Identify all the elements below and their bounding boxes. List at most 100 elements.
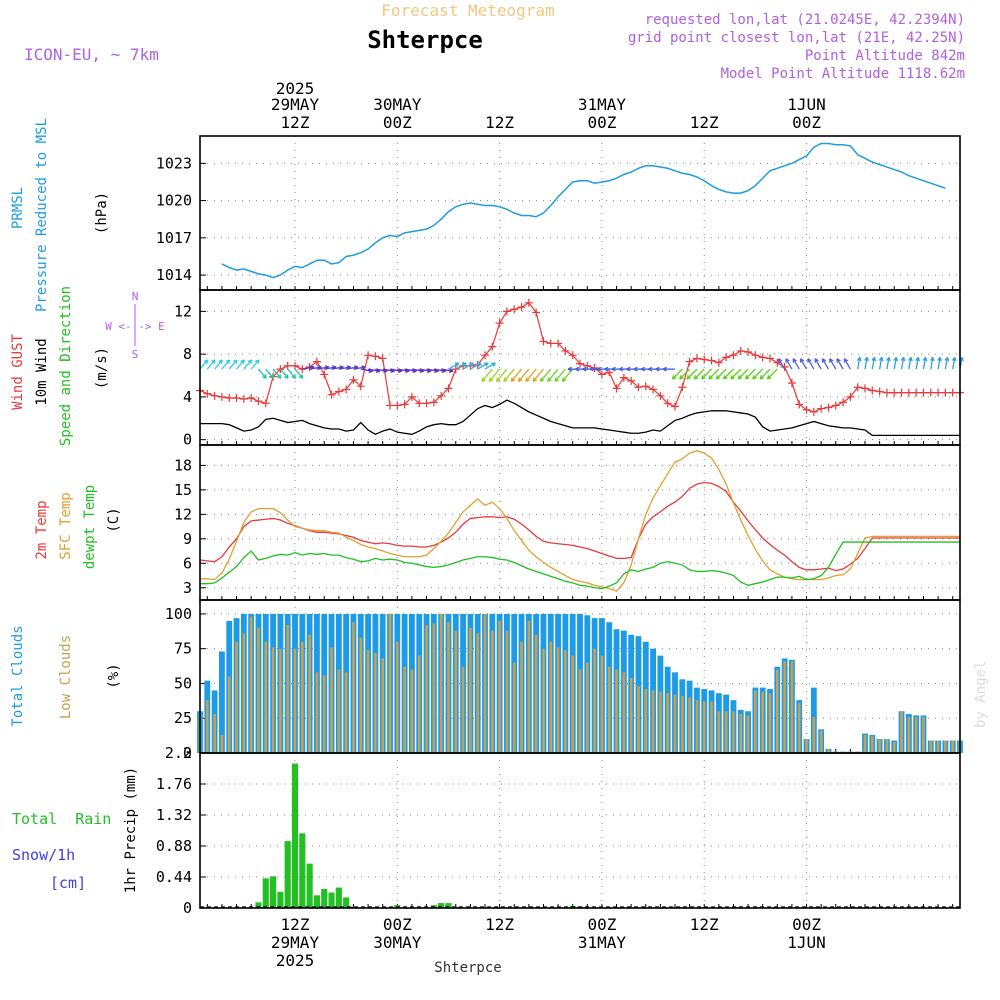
location-title: Shterpce	[367, 26, 483, 54]
gust-marker	[831, 401, 840, 410]
wind-arrow	[547, 368, 559, 382]
wind-arrow-head	[284, 374, 289, 379]
low-cloud-bar	[710, 701, 713, 753]
low-cloud-bar	[439, 613, 443, 753]
wind-arrow-head	[561, 377, 567, 382]
wind-arrow	[331, 366, 344, 370]
bottom-label-hour: 00Z	[587, 915, 616, 934]
gust-marker	[853, 383, 862, 392]
low-cloud-bar	[878, 739, 881, 753]
sfc-temp-line	[200, 450, 960, 592]
gust-marker	[897, 388, 906, 397]
gust-marker	[678, 383, 687, 392]
gust-marker	[919, 388, 928, 397]
gust-marker	[656, 391, 665, 400]
low-cloud-bar	[432, 623, 436, 753]
low-cloud-bar	[512, 662, 516, 753]
gust-marker	[839, 398, 848, 407]
bottom-label-hour: 12Z	[281, 915, 310, 934]
gust-marker	[904, 388, 913, 397]
low-cloud-bar	[549, 641, 553, 753]
compass-n: N	[132, 290, 139, 303]
wind-arrow-head	[567, 366, 572, 372]
top-label-hour: 00Z	[383, 113, 412, 132]
gust-marker	[334, 387, 343, 396]
label-2m-temp: 2m Temp	[34, 500, 50, 559]
gust-marker	[342, 385, 351, 394]
wind-arrow	[518, 368, 530, 382]
gust-marker	[291, 361, 299, 370]
wind-arrow	[367, 368, 381, 372]
y-tick-label: 8	[183, 345, 192, 363]
wind-arrow-head	[547, 377, 552, 382]
y-tick-label: 1.76	[156, 775, 192, 793]
wind-arrow	[389, 368, 402, 372]
low-cloud-bar	[454, 630, 458, 753]
low-cloud-bar	[330, 647, 333, 753]
low-cloud-bar	[732, 711, 735, 753]
wind-arrow	[404, 368, 417, 372]
wind-arrow	[316, 366, 329, 370]
y-tick-label: 1020	[156, 192, 192, 210]
wind-arrow-head	[510, 377, 516, 382]
low-cloud-bar	[702, 701, 706, 753]
rain-bar	[284, 841, 291, 908]
label-total-rain: Total Rain	[12, 810, 111, 828]
wind-arrow	[915, 357, 919, 370]
low-cloud-bar	[754, 690, 757, 753]
label-c: (C)	[106, 507, 122, 532]
wind-arrow-head	[951, 356, 957, 362]
wind-arrow-head	[662, 366, 667, 372]
wind-arrow	[309, 366, 322, 370]
wind-arrow	[864, 357, 868, 370]
compass-s: S	[132, 348, 139, 361]
low-cloud-bar	[534, 634, 538, 753]
wind-arrow	[426, 368, 439, 372]
wind-arrow	[799, 358, 808, 370]
label-low-clouds: Low Clouds	[58, 635, 74, 719]
wind-arrow-head	[539, 377, 545, 382]
y-tick-label: 2.2	[165, 744, 192, 762]
wind-arrow-head	[589, 366, 594, 372]
label-dewpt-temp: dewpt Temp	[82, 485, 98, 569]
wind-arrow	[221, 359, 231, 370]
wind-arrow-head	[517, 377, 523, 382]
panel-clouds: 0 25 50 75 100	[165, 600, 960, 762]
wind-arrow	[360, 368, 373, 372]
top-label-year: 2025	[276, 79, 315, 98]
wind-arrow-head	[247, 359, 253, 364]
low-cloud-bar	[447, 622, 450, 753]
wind-arrow-head	[871, 356, 877, 362]
low-cloud-bar	[615, 669, 618, 753]
wind-arrow-head	[908, 356, 913, 362]
wind-arrow-head	[618, 366, 624, 372]
gust-marker	[707, 356, 716, 365]
y-tick-label: 75	[174, 640, 192, 658]
wind-arrow	[488, 368, 501, 382]
gust-marker	[722, 353, 731, 362]
panel-wind: 0 4 8 12	[174, 290, 960, 449]
gust-marker	[415, 399, 424, 408]
rain-bar	[255, 902, 262, 908]
wind-arrow-head	[633, 366, 638, 372]
low-cloud-bar	[651, 690, 655, 753]
wind-arrow-head	[218, 359, 223, 364]
rain-bar	[291, 763, 299, 908]
wind-arrow	[525, 368, 537, 382]
label-prmsl: PRMSL	[10, 187, 26, 229]
top-label-date: 29MAY	[271, 95, 320, 114]
wind-arrow	[922, 357, 927, 370]
low-cloud-bar	[900, 711, 903, 753]
wind-arrow	[807, 358, 815, 370]
wind-arrow-head	[799, 358, 805, 363]
top-label-hour: 00Z	[792, 113, 821, 132]
gust-marker	[795, 400, 804, 409]
wind-arrow-head	[737, 374, 743, 380]
gust-marker	[488, 342, 497, 351]
wind-arrow-head	[744, 374, 750, 380]
gust-marker	[787, 379, 796, 387]
wind-arrow-head	[915, 356, 921, 362]
low-cloud-bar	[242, 633, 246, 753]
gust-marker	[378, 354, 387, 363]
wind-arrow	[375, 368, 388, 372]
